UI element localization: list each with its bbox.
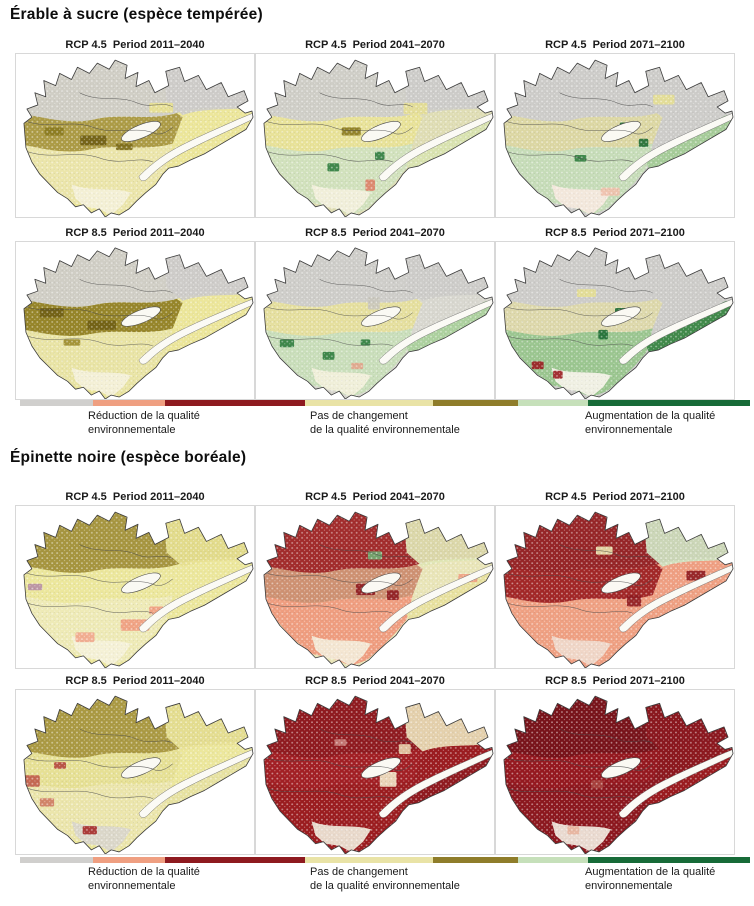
map-panel-0-4 — [255, 241, 495, 400]
panel-title-1-2: RCP 4.5 Period 2071–2100 — [545, 491, 685, 503]
map-svg-1-3 — [23, 695, 254, 854]
section-title-epinette: Épinette noire (espèce boréale) — [10, 449, 247, 466]
panel-title-1-4: RCP 8.5 Period 2041–2070 — [305, 675, 445, 687]
legend-segment-5 — [517, 400, 588, 406]
legend-segment-1 — [93, 400, 166, 406]
legend-bar-erable — [20, 400, 750, 406]
map-svg-1-5 — [503, 695, 734, 854]
section-title-erable: Érable à sucre (espèce tempérée) — [10, 6, 263, 23]
legend-label-line: Réduction de la qualité — [88, 866, 200, 878]
map-panel-0-5 — [495, 241, 735, 400]
legend-bar-epinette — [20, 857, 750, 863]
map-svg-0-1 — [263, 59, 494, 217]
legend-label-0: Réduction de la qualité environnementale — [88, 866, 200, 893]
legend-segment-3 — [305, 857, 434, 863]
legend-label-line: environnementale — [585, 423, 673, 436]
panel-title-1-0: RCP 4.5 Period 2011–2040 — [65, 491, 205, 503]
map-panel-0-3 — [15, 241, 255, 400]
legend-label-line: de la qualité environnementale — [310, 423, 460, 436]
map-svg-0-0 — [23, 59, 254, 217]
legend-segment-5 — [517, 857, 588, 863]
legend-segment-2 — [165, 857, 306, 863]
panel-title-0-2: RCP 4.5 Period 2071–2100 — [545, 39, 685, 51]
map-panel-1-3 — [15, 689, 255, 855]
legend-label-1: Pas de changement de la qualité environne… — [310, 410, 460, 437]
map-svg-0-4 — [263, 247, 494, 399]
legend-label-line: Pas de changement — [310, 410, 408, 422]
legend-label-line: Augmentation de la qualité — [585, 866, 716, 878]
legend-label-line: environnementale — [88, 423, 176, 436]
map-panel-1-0 — [15, 505, 255, 669]
map-svg-1-0 — [23, 511, 254, 668]
legend-label-2: Augmentation de la qualité environnementa… — [585, 410, 715, 437]
map-panel-1-1 — [255, 505, 495, 669]
legend-segment-0 — [20, 400, 93, 406]
legend-segment-4 — [433, 400, 518, 406]
legend-segment-2 — [165, 400, 306, 406]
map-svg-1-4 — [263, 695, 494, 854]
legend-label-line: environnementale — [88, 879, 176, 892]
map-svg-1-2 — [503, 511, 734, 668]
map-panel-0-2 — [495, 53, 735, 218]
legend-segment-1 — [93, 857, 166, 863]
legend-label-line: Pas de changement — [310, 866, 408, 878]
legend-label-line: de la qualité environnementale — [310, 879, 460, 892]
map-panel-0-0 — [15, 53, 255, 218]
legend-label-0: Réduction de la qualité environnementale — [88, 410, 200, 437]
legend-segment-4 — [433, 857, 518, 863]
panel-title-1-5: RCP 8.5 Period 2071–2100 — [545, 675, 685, 687]
panel-title-1-3: RCP 8.5 Period 2011–2040 — [65, 675, 205, 687]
map-panel-1-2 — [495, 505, 735, 669]
legend-segment-6 — [587, 400, 750, 406]
map-svg-0-5 — [503, 247, 734, 399]
panel-title-0-3: RCP 8.5 Period 2011–2040 — [65, 227, 205, 239]
legend-label-line: Réduction de la qualité — [88, 410, 200, 422]
map-panel-1-5 — [495, 689, 735, 855]
legend-epinette: Réduction de la qualité environnementale P… — [20, 857, 750, 892]
panel-title-0-0: RCP 4.5 Period 2011–2040 — [65, 39, 205, 51]
map-svg-0-3 — [23, 247, 254, 399]
legend-label-line: environnementale — [585, 879, 673, 892]
panel-title-0-1: RCP 4.5 Period 2041–2070 — [305, 39, 445, 51]
legend-segment-6 — [587, 857, 750, 863]
map-svg-0-2 — [503, 59, 734, 217]
legend-segment-3 — [305, 400, 434, 406]
map-svg-1-1 — [263, 511, 494, 668]
panel-title-1-1: RCP 4.5 Period 2041–2070 — [305, 491, 445, 503]
legend-erable: Réduction de la qualité environnementale P… — [20, 400, 750, 436]
map-panel-0-1 — [255, 53, 495, 218]
legend-segment-0 — [20, 857, 93, 863]
legend-label-line: Augmentation de la qualité — [585, 410, 716, 422]
legend-label-1: Pas de changement de la qualité environne… — [310, 866, 460, 893]
map-panel-1-4 — [255, 689, 495, 855]
panel-title-0-5: RCP 8.5 Period 2071–2100 — [545, 227, 685, 239]
legend-label-2: Augmentation de la qualité environnementa… — [585, 866, 715, 893]
panel-title-0-4: RCP 8.5 Period 2041–2070 — [305, 227, 445, 239]
